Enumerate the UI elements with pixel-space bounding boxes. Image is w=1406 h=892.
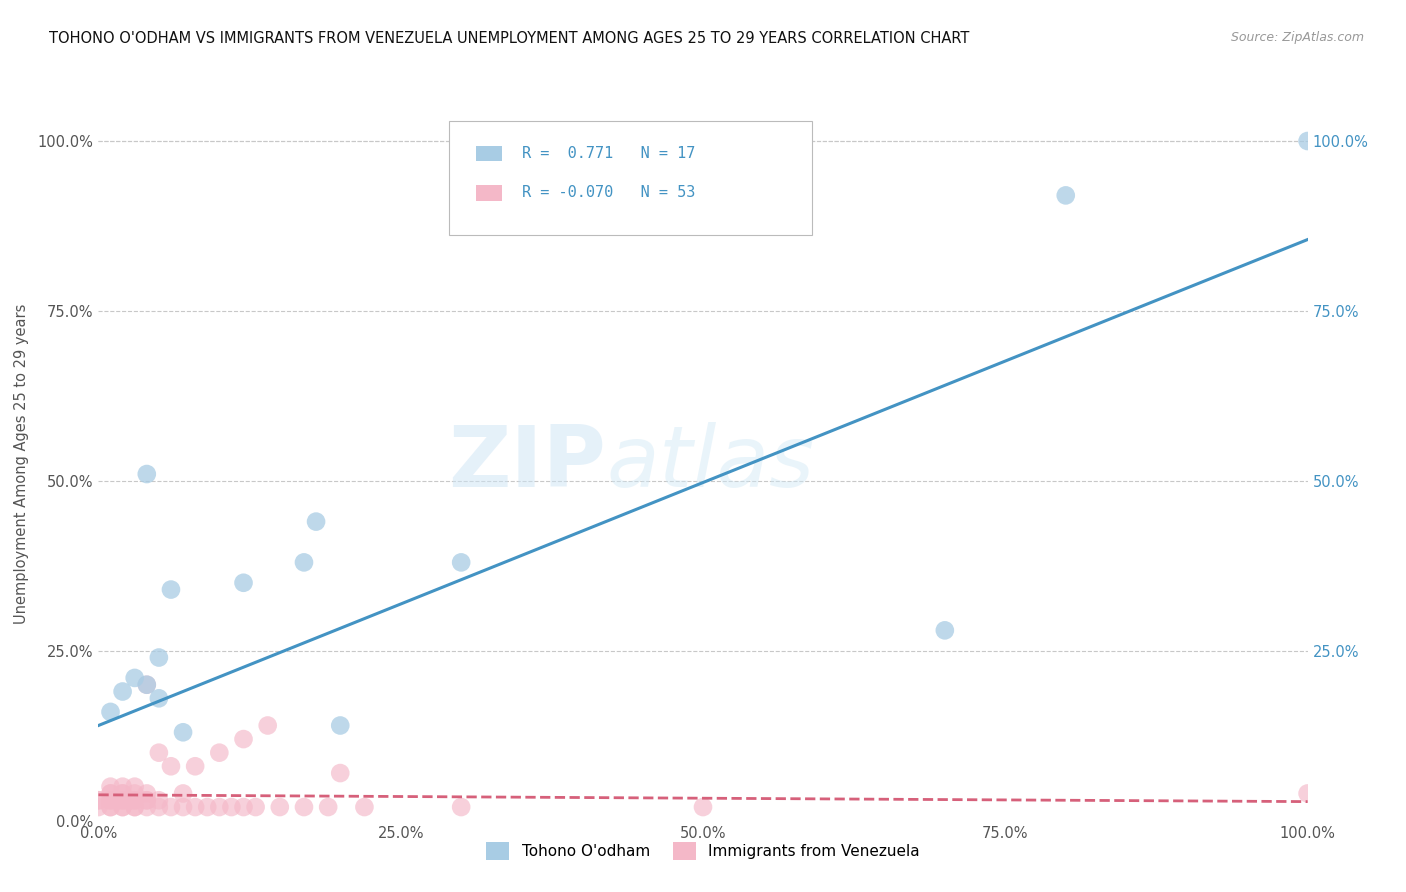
Point bbox=[1054, 188, 1077, 202]
Text: R = -0.070   N = 53: R = -0.070 N = 53 bbox=[522, 186, 695, 200]
Text: Source: ZipAtlas.com: Source: ZipAtlas.com bbox=[1230, 31, 1364, 45]
Point bbox=[124, 800, 146, 814]
Point bbox=[124, 800, 146, 814]
Point bbox=[1296, 134, 1319, 148]
Point bbox=[450, 800, 472, 814]
Point bbox=[111, 793, 134, 807]
Point bbox=[135, 787, 157, 801]
Point bbox=[111, 800, 134, 814]
Point bbox=[148, 746, 170, 760]
Point bbox=[111, 684, 134, 698]
Point bbox=[111, 787, 134, 801]
Point bbox=[124, 793, 146, 807]
Point bbox=[148, 650, 170, 665]
Point bbox=[329, 766, 352, 780]
Point bbox=[148, 691, 170, 706]
Point bbox=[232, 732, 254, 747]
Point bbox=[111, 800, 134, 814]
Bar bbox=[475, 185, 502, 201]
Point bbox=[208, 800, 231, 814]
Point bbox=[353, 800, 375, 814]
Point bbox=[100, 800, 122, 814]
Point bbox=[450, 555, 472, 569]
Point bbox=[135, 467, 157, 481]
Point bbox=[1296, 787, 1319, 801]
Y-axis label: Unemployment Among Ages 25 to 29 years: Unemployment Among Ages 25 to 29 years bbox=[14, 303, 30, 624]
Point bbox=[160, 582, 183, 597]
Point bbox=[184, 800, 207, 814]
Point bbox=[87, 793, 110, 807]
Point bbox=[148, 793, 170, 807]
Point bbox=[124, 671, 146, 685]
Point bbox=[160, 759, 183, 773]
Point bbox=[184, 759, 207, 773]
Point bbox=[124, 793, 146, 807]
Point bbox=[172, 787, 194, 801]
Point bbox=[292, 555, 315, 569]
Point bbox=[111, 793, 134, 807]
Point bbox=[232, 575, 254, 590]
Point bbox=[172, 800, 194, 814]
Point bbox=[221, 800, 243, 814]
Point bbox=[195, 800, 218, 814]
Point bbox=[100, 787, 122, 801]
Point bbox=[135, 800, 157, 814]
Point bbox=[100, 705, 122, 719]
Point bbox=[305, 515, 328, 529]
Point bbox=[111, 787, 134, 801]
Point bbox=[87, 793, 110, 807]
Point bbox=[100, 780, 122, 794]
Point bbox=[135, 678, 157, 692]
Text: TOHONO O'ODHAM VS IMMIGRANTS FROM VENEZUELA UNEMPLOYMENT AMONG AGES 25 TO 29 YEA: TOHONO O'ODHAM VS IMMIGRANTS FROM VENEZU… bbox=[49, 31, 970, 46]
Point bbox=[269, 800, 291, 814]
Point bbox=[148, 800, 170, 814]
Point bbox=[256, 718, 278, 732]
Text: R =  0.771   N = 17: R = 0.771 N = 17 bbox=[522, 146, 695, 161]
Point bbox=[87, 800, 110, 814]
Bar bbox=[475, 145, 502, 161]
Point bbox=[292, 800, 315, 814]
Point bbox=[135, 793, 157, 807]
Point bbox=[100, 800, 122, 814]
Point bbox=[100, 787, 122, 801]
Text: atlas: atlas bbox=[606, 422, 814, 506]
Point bbox=[172, 725, 194, 739]
Point bbox=[100, 793, 122, 807]
Point bbox=[208, 746, 231, 760]
Point bbox=[232, 800, 254, 814]
Point bbox=[135, 793, 157, 807]
Point bbox=[100, 793, 122, 807]
Point bbox=[124, 787, 146, 801]
Point bbox=[245, 800, 267, 814]
Point bbox=[135, 678, 157, 692]
Point bbox=[934, 624, 956, 638]
Text: ZIP: ZIP bbox=[449, 422, 606, 506]
Point bbox=[124, 780, 146, 794]
Legend: Tohono O'odham, Immigrants from Venezuela: Tohono O'odham, Immigrants from Venezuel… bbox=[481, 836, 925, 866]
Point bbox=[316, 800, 339, 814]
Point bbox=[692, 800, 714, 814]
Point bbox=[111, 780, 134, 794]
Point bbox=[329, 718, 352, 732]
Point bbox=[160, 800, 183, 814]
FancyBboxPatch shape bbox=[449, 121, 811, 235]
